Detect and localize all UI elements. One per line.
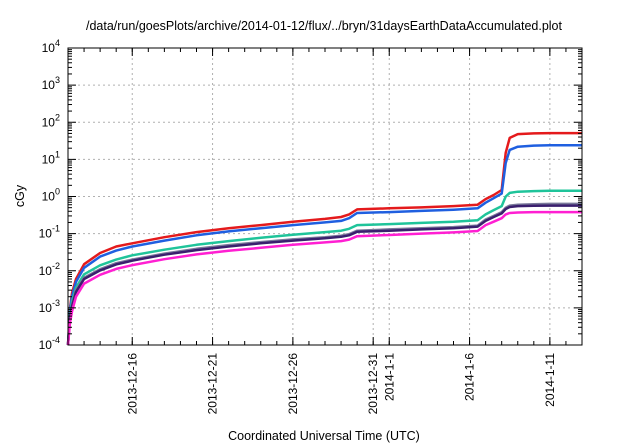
y-tick-label: 10-2 <box>39 261 60 278</box>
y-tick-label: 100 <box>42 187 60 204</box>
y-tick-labels: 10-4 10-3 10-2 10-1 100 101 102 103 104 <box>39 38 60 352</box>
x-tick-label: 2013-12-26 <box>286 353 300 415</box>
series-line <box>66 131 582 346</box>
series-line <box>66 202 582 346</box>
y-tick-label: 102 <box>42 112 60 129</box>
x-tick-label: 2014-1-6 <box>463 353 477 401</box>
y-axis-label: cGy <box>13 184 27 207</box>
chart-title: /data/run/goesPlots/archive/2014-01-12/f… <box>86 19 562 33</box>
x-tick-label: 2014-1-1 <box>382 353 396 401</box>
series-lines <box>66 131 582 346</box>
axis-ticks <box>67 47 583 346</box>
grid <box>68 48 582 345</box>
y-tick-label: 104 <box>42 38 60 55</box>
x-tick-labels: 2013-12-16 2013-12-21 2013-12-26 2013-12-31… <box>125 353 557 415</box>
x-tick-label: 2013-12-21 <box>206 353 220 415</box>
series-line <box>66 144 582 346</box>
y-tick-label: 10-3 <box>39 298 60 315</box>
y-tick-label: 10-4 <box>39 335 60 352</box>
series-line <box>66 189 582 346</box>
series-line <box>66 204 582 346</box>
x-tick-label: 2013-12-16 <box>125 353 139 415</box>
x-axis-label: Coordinated Universal Time (UTC) <box>228 429 420 443</box>
series-line <box>66 210 582 346</box>
y-tick-label: 10-1 <box>39 224 60 241</box>
x-tick-label: 2013-12-31 <box>366 353 380 415</box>
x-tick-label: 2014-1-11 <box>543 353 557 407</box>
y-tick-label: 103 <box>42 75 60 92</box>
y-tick-label: 101 <box>42 149 60 166</box>
